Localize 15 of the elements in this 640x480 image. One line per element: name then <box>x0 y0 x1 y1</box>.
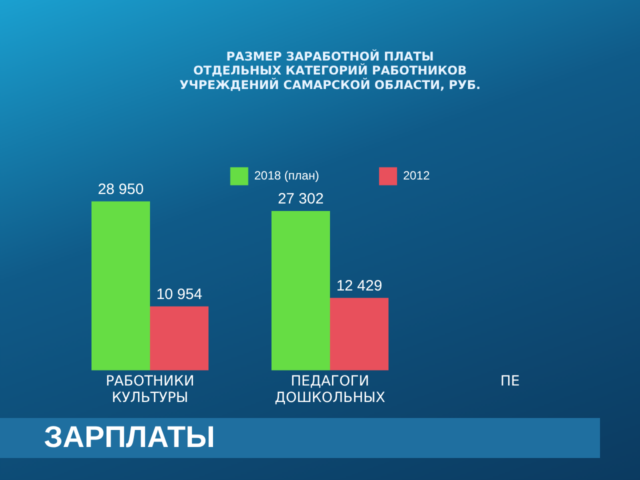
bar <box>330 298 388 370</box>
x-tick-label: ПЕДАГОГИ ДОШКОЛЬНЫХ <box>274 373 386 406</box>
legend-label: 2012 <box>403 168 430 183</box>
bar <box>272 210 330 370</box>
x-tick-label: ПЕ <box>500 373 520 390</box>
legend-label: 2018 (план) <box>254 168 320 183</box>
data-label: 10 954 <box>156 286 202 304</box>
x-tick-label: РАБОТНИКИ КУЛЬТУРЫ <box>106 373 194 406</box>
text: ЗАРПЛАТЫ <box>0 418 600 458</box>
data-label: 12 429 <box>336 277 382 294</box>
data-label: 28 950 <box>98 180 144 198</box>
bar <box>92 201 150 370</box>
chart-title: РАЗМЕР ЗАРАБОТНОЙ ПЛАТЫ ОТДЕЛЬНЫХ КАТЕГОРИЙ РАБОТНИКОВ УЧРЕЖДЕНИЙ САМАРСКОЙ ОБЛАСТИ, РУБ. <box>179 48 481 92</box>
data-label: 27 302 <box>278 190 324 208</box>
bar <box>150 306 208 370</box>
